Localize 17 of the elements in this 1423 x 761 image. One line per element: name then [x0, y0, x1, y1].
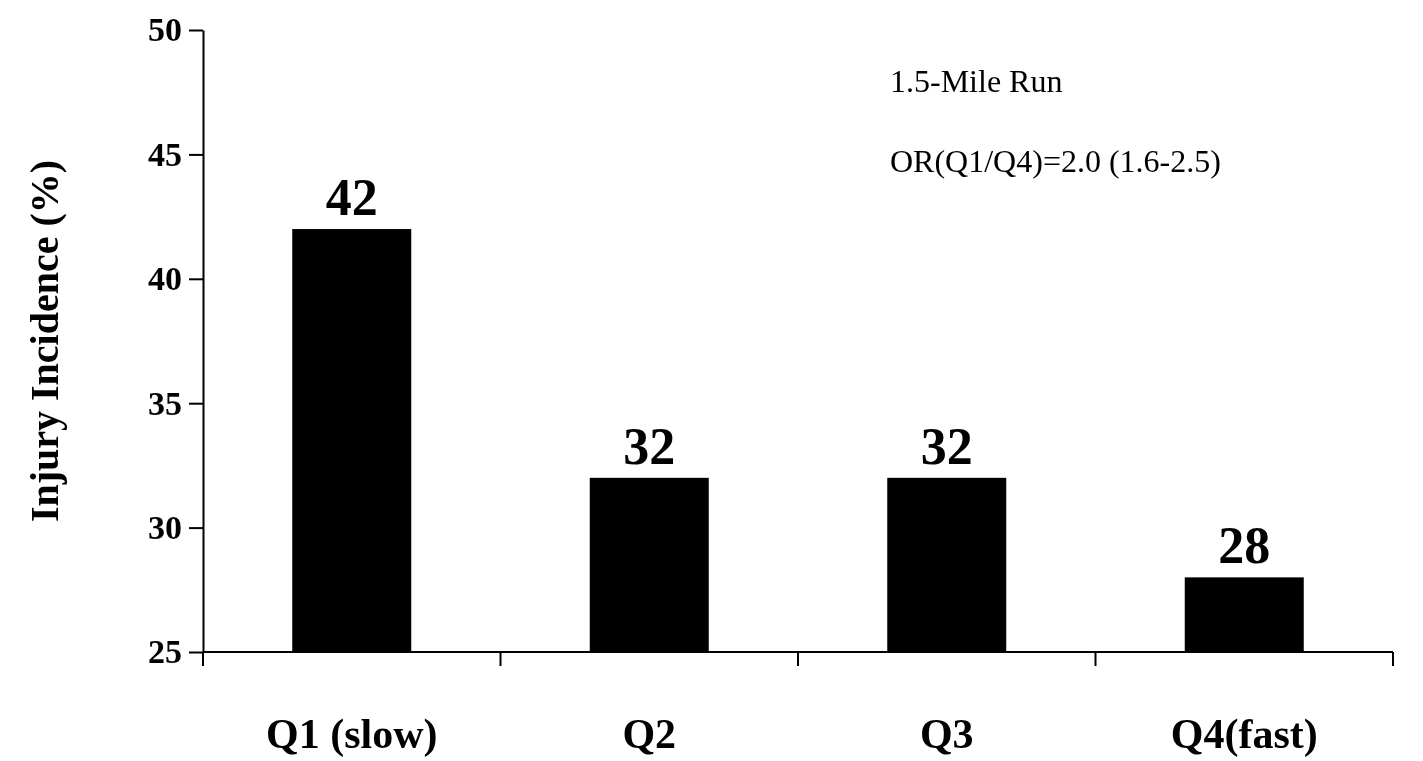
- x-tick-label: Q3: [919, 711, 974, 757]
- y-tick-label: 35: [148, 384, 182, 422]
- x-tick-label: Q1 (slow): [266, 711, 438, 758]
- data-label: 32: [623, 417, 676, 475]
- y-tick-label: 30: [148, 508, 182, 546]
- y-axis-title: Injury Incidence (%): [22, 159, 67, 523]
- data-label: 28: [1218, 517, 1271, 575]
- x-tick-label: Q4(fast): [1170, 711, 1318, 758]
- y-tick-label: 25: [148, 633, 182, 671]
- y-tick-label: 50: [148, 11, 182, 49]
- annotation: OR(Q1/Q4)=2.0 (1.6-2.5): [890, 143, 1221, 179]
- x-tick-label: Q2: [622, 711, 677, 757]
- y-tick-label: 40: [148, 260, 182, 298]
- annotation: 1.5-Mile Run: [890, 63, 1063, 99]
- data-label: 42: [325, 169, 378, 227]
- y-tick-label: 45: [148, 135, 182, 173]
- data-label: 32: [920, 417, 973, 475]
